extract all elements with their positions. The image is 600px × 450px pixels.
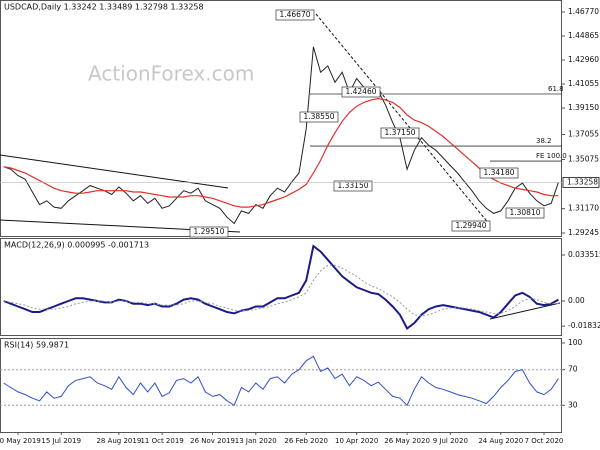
macd-trendline <box>489 302 561 320</box>
x-tick-label: 24 Aug 2020 <box>478 437 523 445</box>
series-line <box>3 46 559 225</box>
y-tick-label: 70 <box>568 365 578 374</box>
annotation: 1.34180 <box>483 168 514 177</box>
y-tick-label: 100 <box>568 338 583 347</box>
y-tick-label: 30 <box>568 400 578 409</box>
annotation-box <box>333 180 373 192</box>
y-tick-label: 1.46770 <box>568 7 599 16</box>
annotation-box <box>505 207 545 219</box>
y-tick-label: 1.41055 <box>568 79 599 88</box>
x-tick-label: 13 Jan 2020 <box>235 437 277 445</box>
x-tick-label: 7 Oct 2020 <box>525 437 564 445</box>
y-tick-label: 0.00 <box>568 296 585 305</box>
annotation: 1.38550 <box>303 112 334 121</box>
x-tick-label: 15 Jul 2019 <box>41 437 81 445</box>
y-tick-label: 1.29245 <box>568 228 599 237</box>
fib-label: 61.8 <box>548 85 564 93</box>
y-tick-label: 1.44865 <box>568 31 599 40</box>
macd-title: MACD(12,26,9) 0.000995 -0.001713 <box>4 241 149 250</box>
annotation-box <box>299 111 339 123</box>
annotation-box <box>380 127 420 139</box>
price-panel <box>0 0 562 237</box>
y-tick-label: -0.018324 <box>568 321 600 330</box>
series-line <box>3 97 559 208</box>
last-price-box <box>562 176 600 188</box>
rsi-panel <box>0 338 562 433</box>
y-tick-label: 0.033515 <box>568 250 600 259</box>
projection-line <box>315 13 491 226</box>
x-tick-label: 30 May 2019 <box>0 437 41 445</box>
rsi-title: RSI(14) 59.9871 <box>4 341 69 350</box>
annotation-box <box>451 220 491 232</box>
series-line <box>3 355 559 407</box>
annotation: 1.33150 <box>337 181 368 190</box>
annotation-box <box>479 167 519 179</box>
fib-label: FE 100.0 <box>536 152 567 160</box>
x-tick-label: 26 Feb 2020 <box>284 437 328 445</box>
series-line <box>3 244 559 331</box>
annotation: 1.29510 <box>193 227 224 236</box>
y-tick-label: 1.37055 <box>568 130 599 139</box>
series-line <box>3 264 559 317</box>
y-tick-label: 1.42960 <box>568 55 599 64</box>
fib-label: 38.2 <box>536 137 552 145</box>
annotation: 1.29940 <box>455 221 486 230</box>
macd-panel <box>0 238 562 336</box>
annotation-box <box>275 9 315 21</box>
y-tick-label: 1.39150 <box>568 103 599 112</box>
annotation: 1.37150 <box>384 128 415 137</box>
x-tick-label: 9 Jul 2020 <box>433 437 468 445</box>
x-tick-label: 26 May 2020 <box>384 437 430 445</box>
y-tick-label: 1.31170 <box>568 204 599 213</box>
x-tick-label: 11 Oct 2019 <box>140 437 183 445</box>
annotation-box <box>189 226 229 238</box>
annotation-box <box>341 86 381 98</box>
y-tick-label: 1.35075 <box>568 154 599 163</box>
annotation: 1.46670 <box>279 10 310 19</box>
x-tick-label: 28 Aug 2019 <box>96 437 141 445</box>
x-tick-label: 10 Apr 2020 <box>335 437 378 445</box>
annotation: 1.30810 <box>509 208 540 217</box>
x-tick-label: 26 Nov 2019 <box>190 437 235 445</box>
watermark: ActionForex.com <box>88 62 254 86</box>
annotation: 1.42460 <box>345 87 376 96</box>
chart-title: USDCAD,Daily 1.33242 1.33489 1.32798 1.3… <box>4 3 204 12</box>
last-price: 1.33258 <box>567 177 598 186</box>
